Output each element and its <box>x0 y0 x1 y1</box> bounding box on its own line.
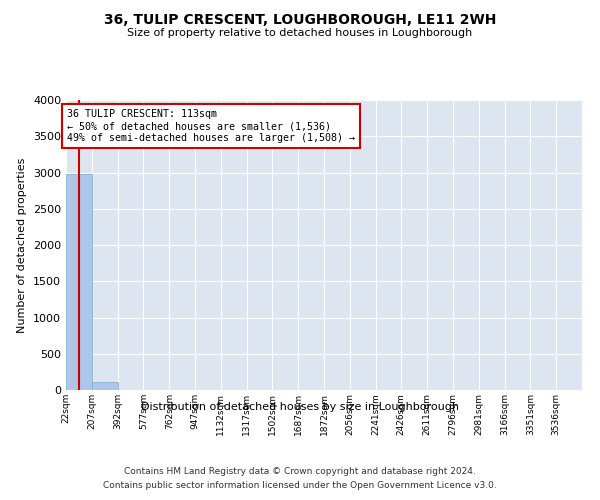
Text: Contains HM Land Registry data © Crown copyright and database right 2024.: Contains HM Land Registry data © Crown c… <box>124 468 476 476</box>
Bar <box>92 382 118 390</box>
Y-axis label: Number of detached properties: Number of detached properties <box>17 158 28 332</box>
Text: 36, TULIP CRESCENT, LOUGHBOROUGH, LE11 2WH: 36, TULIP CRESCENT, LOUGHBOROUGH, LE11 2… <box>104 12 496 26</box>
Text: Distribution of detached houses by size in Loughborough: Distribution of detached houses by size … <box>141 402 459 412</box>
Text: 36 TULIP CRESCENT: 113sqm
← 50% of detached houses are smaller (1,536)
49% of se: 36 TULIP CRESCENT: 113sqm ← 50% of detac… <box>67 110 355 142</box>
Text: Size of property relative to detached houses in Loughborough: Size of property relative to detached ho… <box>127 28 473 38</box>
Bar <box>66 174 92 390</box>
Text: Contains public sector information licensed under the Open Government Licence v3: Contains public sector information licen… <box>103 481 497 490</box>
